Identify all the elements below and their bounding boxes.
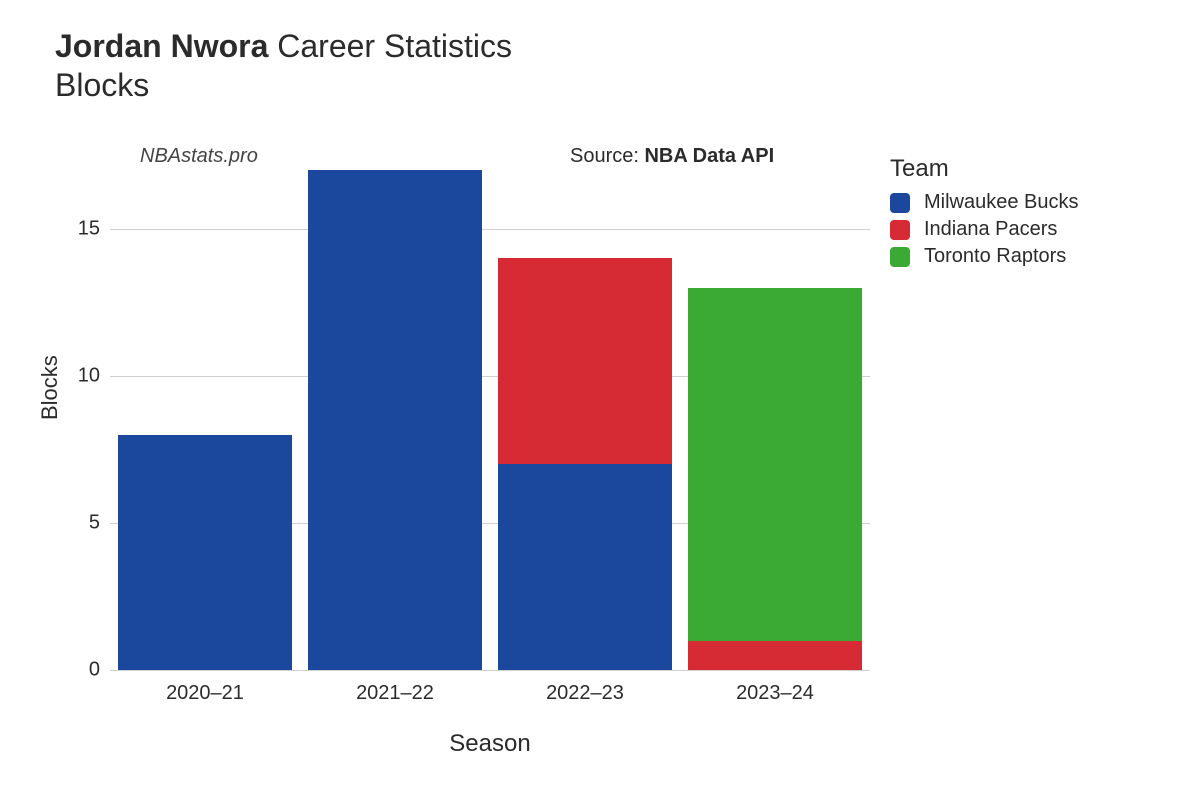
- x-tick-label: 2023–24: [736, 682, 814, 705]
- legend-item-indiana: Indiana Pacers: [890, 218, 1079, 241]
- legend: Team Milwaukee Bucks Indiana Pacers Toront…: [890, 155, 1079, 272]
- legend-item-milwaukee: Milwaukee Bucks: [890, 191, 1079, 214]
- grid-line: [110, 670, 870, 671]
- x-tick-label: 2021–22: [356, 682, 434, 705]
- chart-container: Jordan Nwora Career Statistics Blocks NB…: [0, 0, 1200, 800]
- bar-segment-milwaukee: [308, 170, 483, 670]
- watermark: NBAstats.pro: [140, 145, 258, 168]
- bar-segment-milwaukee: [498, 464, 673, 670]
- bar-segment-indiana: [498, 258, 673, 464]
- source-prefix: Source:: [570, 145, 644, 167]
- title-metric: Blocks: [55, 67, 512, 104]
- legend-label: Toronto Raptors: [924, 245, 1066, 268]
- bar-group: [688, 170, 863, 670]
- plot-area: 0510152020–212021–222022–232023–24: [110, 170, 870, 670]
- title-suffix: Career Statistics: [277, 28, 512, 64]
- y-tick-label: 15: [78, 217, 100, 240]
- y-tick-label: 0: [89, 659, 100, 682]
- title-player-name: Jordan Nwora: [55, 28, 268, 64]
- source-text: Source: NBA Data API: [570, 145, 774, 168]
- bar-group: [498, 170, 673, 670]
- bar-group: [308, 170, 483, 670]
- legend-label: Indiana Pacers: [924, 218, 1057, 241]
- legend-label: Milwaukee Bucks: [924, 191, 1079, 214]
- legend-item-toronto: Toronto Raptors: [890, 245, 1079, 268]
- legend-swatch: [890, 220, 910, 240]
- x-axis-label: Season: [449, 730, 530, 758]
- bar-segment-indiana: [688, 641, 863, 670]
- x-tick-label: 2020–21: [166, 682, 244, 705]
- legend-swatch: [890, 247, 910, 267]
- source-label: NBA Data API: [644, 145, 774, 167]
- y-tick-label: 5: [89, 511, 100, 534]
- legend-title: Team: [890, 155, 1079, 183]
- x-tick-label: 2022–23: [546, 682, 624, 705]
- y-tick-label: 10: [78, 364, 100, 387]
- bar-group: [118, 170, 293, 670]
- bar-segment-milwaukee: [118, 435, 293, 670]
- bar-segment-toronto: [688, 288, 863, 641]
- y-axis-label: Blocks: [37, 355, 63, 420]
- legend-swatch: [890, 193, 910, 213]
- chart-title: Jordan Nwora Career Statistics Blocks: [55, 28, 512, 104]
